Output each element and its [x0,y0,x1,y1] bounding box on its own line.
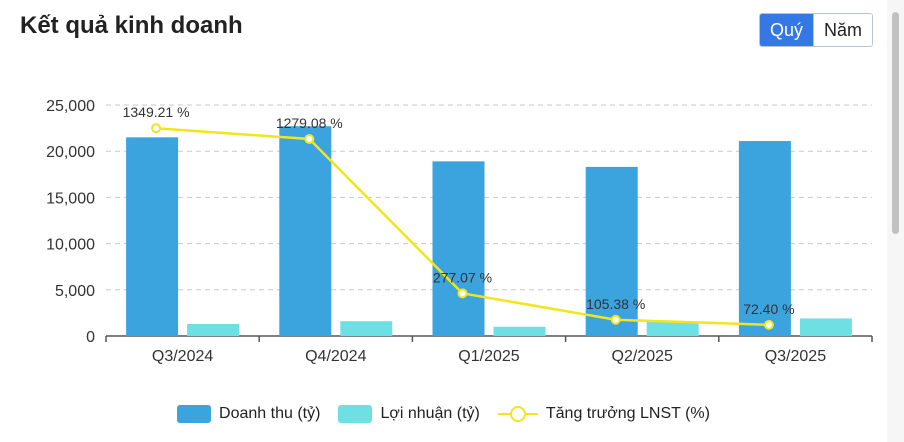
bar-revenue [585,166,638,336]
legend-growth-swatch [497,405,538,423]
y-tick-label: 20,000 [46,144,95,161]
y-tick-label: 25,000 [46,98,95,115]
x-tick-label: Q3/2024 [152,348,213,365]
x-tick-label: Q4/2024 [305,348,366,365]
bar-profit [187,323,240,336]
bar-revenue [279,126,332,336]
growth-data-label: 277.07 % [433,269,492,285]
legend-revenue[interactable]: Doanh thu (tỷ) [177,405,320,423]
chart-legend: Doanh thu (tỷ) Lợi nhuận (tỷ) Tăng trưởn… [0,405,887,423]
growth-point [151,123,162,134]
growth-point [610,314,621,325]
business-results-chart: 0 5,000 10,000 15,000 20,000 25,000 Q3/2024 Q4/… [46,98,873,365]
growth-point [457,288,468,299]
y-tick-label: 5,000 [55,283,95,300]
y-tick-label: 10,000 [46,237,95,254]
growth-data-label: 1279.08 % [276,115,343,131]
growth-data-label: 105.38 % [586,296,645,312]
legend-growth-label: Tăng trưởng LNST (%) [545,405,710,422]
bar-profit [799,318,852,336]
legend-revenue-swatch [177,405,212,423]
legend-profit-label: Lợi nhuận (tỷ) [380,405,480,422]
bar-profit [646,321,699,336]
y-tick-label: 15,000 [46,190,95,207]
growth-data-label: 72.40 % [743,301,794,317]
growth-data-label: 1349.21 % [123,104,190,120]
x-tick-label: Q2/2025 [612,348,673,365]
bar-revenue [738,141,791,336]
bar-revenue [126,137,179,336]
bar-profit [340,321,393,336]
legend-profit-swatch [338,405,373,423]
vertical-scrollbar[interactable] [887,0,904,442]
toggle-quarter-button[interactable]: Quý [760,14,814,46]
scrollbar-thumb[interactable] [892,12,899,234]
legend-revenue-label: Doanh thu (tỷ) [219,405,321,422]
period-toggle: Quý Năm [759,13,874,47]
toggle-year-button[interactable]: Năm [813,14,873,46]
x-tick-label: Q3/2025 [765,348,826,365]
chart-title: Kết quả kinh doanh [20,12,243,39]
growth-point [304,134,315,145]
x-tick-label: Q1/2025 [458,348,519,365]
growth-point [763,319,774,330]
bar-revenue [432,161,485,336]
bar-profit [493,326,546,336]
legend-profit[interactable]: Lợi nhuận (tỷ) [338,405,480,423]
y-tick-label: 0 [86,329,95,346]
legend-growth[interactable]: Tăng trưởng LNST (%) [497,405,710,423]
